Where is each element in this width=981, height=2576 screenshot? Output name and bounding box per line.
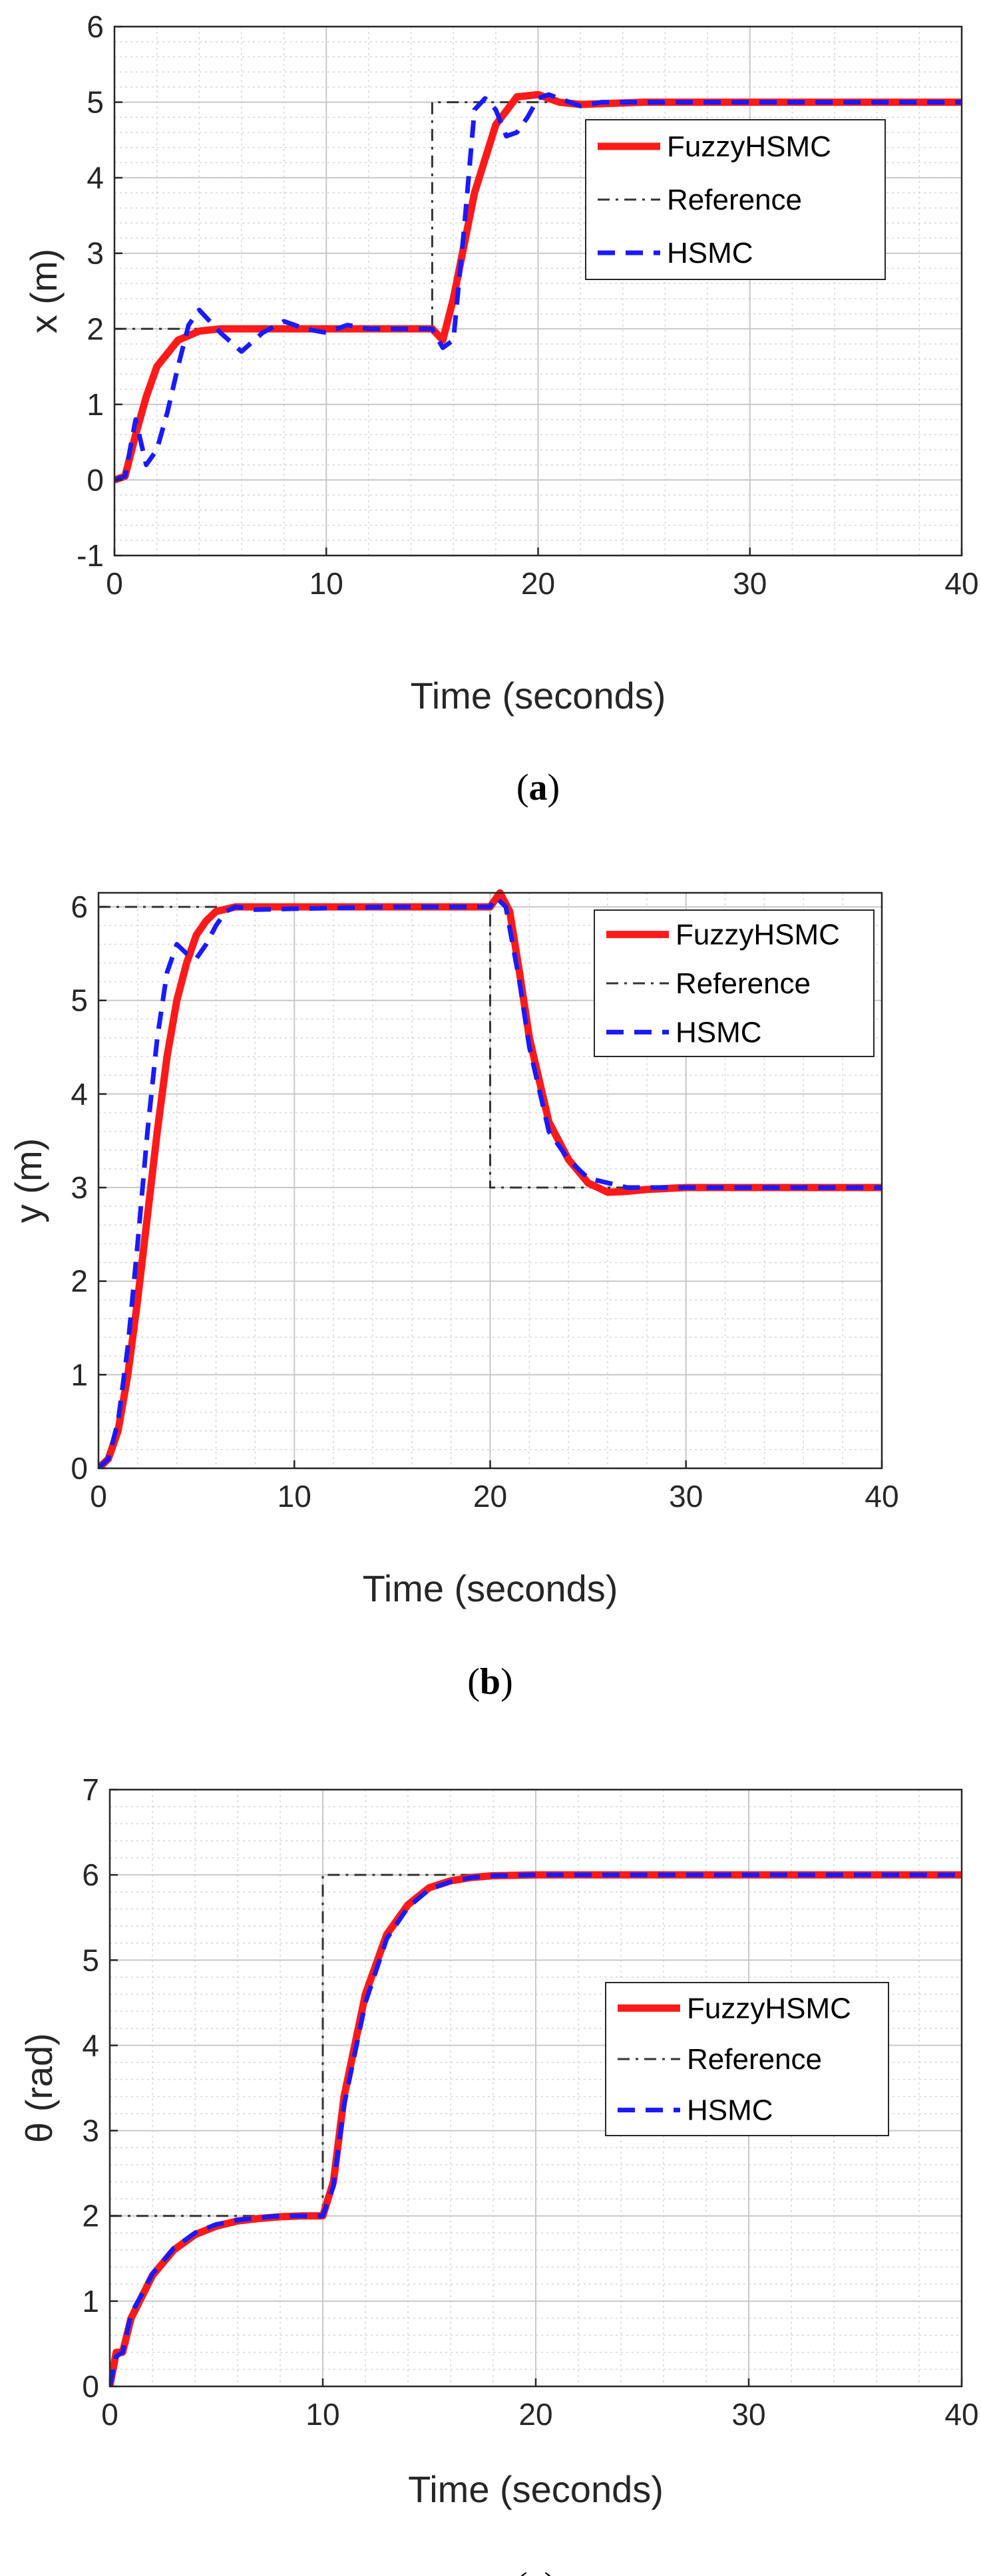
y-axis-label: y (m) [7, 1138, 49, 1223]
y-tick-label: 6 [87, 9, 104, 44]
series-line-hsmc [114, 92, 962, 482]
y-tick-label: 1 [82, 2284, 99, 2319]
legend: FuzzyHSMC Reference HSMC [594, 909, 875, 1057]
series-line-hsmc [98, 895, 882, 1468]
y-tick-label: 6 [82, 1857, 99, 1892]
x-tick-label: 0 [90, 1479, 107, 1514]
panel-caption: (b) [467, 1661, 512, 1702]
series-line-hsmc [110, 1872, 962, 2386]
series-group [110, 1871, 962, 2386]
legend-reference-label: Reference [687, 2043, 822, 2076]
y-tick-label: 3 [71, 1170, 88, 1205]
x-axis-label: Time (seconds) [363, 1567, 618, 1609]
series-line-fuzzyhsmc [98, 889, 882, 1468]
y-axis-label: x (m) [23, 249, 65, 334]
y-tick-label: 3 [82, 2114, 99, 2148]
series-group [98, 889, 882, 1468]
y-tick-label: 7 [82, 1772, 99, 1807]
y-tick-label: 1 [87, 387, 104, 422]
x-axis-label: Time (seconds) [408, 2468, 664, 2510]
x-tick-label: 0 [106, 566, 123, 601]
series-line-reference [110, 1873, 962, 2217]
y-tick-label: 5 [82, 1943, 99, 1977]
panel-caption: (c) [515, 2565, 556, 2576]
legend: FuzzyHSMC Reference HSMC [605, 1982, 889, 2136]
panel-caption: (a) [516, 767, 560, 808]
legend-hsmc-label: HSMC [667, 237, 753, 269]
legend: FuzzyHSMC Reference HSMC [585, 119, 886, 280]
y-tick-label: 5 [71, 983, 88, 1018]
y-tick-label: 1 [71, 1357, 88, 1392]
y-tick-label: 3 [87, 236, 104, 271]
x-tick-label: 10 [278, 1479, 311, 1514]
y-tick-label: 2 [71, 1264, 88, 1299]
legend-hsmc-label: HSMC [676, 1016, 762, 1048]
y-tick-label: 2 [82, 2199, 99, 2233]
legend-fuzzyhsmc-label: FuzzyHSMC [676, 919, 840, 951]
x-tick-label: 40 [944, 566, 978, 601]
legend-reference-label: Reference [667, 184, 802, 216]
x-tick-label: 40 [944, 2397, 978, 2432]
y-tick-label: 0 [87, 462, 104, 497]
x-axis-label: Time (seconds) [411, 675, 666, 717]
x-tick-label: 20 [518, 2397, 552, 2432]
x-tick-label: 30 [731, 2397, 765, 2432]
legend-reference-label: Reference [676, 967, 811, 1000]
x-tick-label: 30 [733, 566, 767, 601]
y-tick-label: 4 [82, 2028, 99, 2062]
x-tick-label: 10 [305, 2397, 339, 2432]
y-tick-label: 4 [87, 160, 104, 195]
y-tick-label: 2 [87, 311, 104, 346]
chart-panel-c: 0 10 20 30 40 0 1 2 3 4 5 6 7 Time (seconds) θ (rad) Fu… [18, 1772, 979, 2576]
x-tick-label: 0 [101, 2397, 118, 2432]
x-tick-label: 20 [521, 566, 555, 601]
x-tick-label: 20 [473, 1479, 507, 1514]
legend-fuzzyhsmc-label: FuzzyHSMC [687, 1992, 851, 2024]
y-tick-label: 0 [71, 1451, 88, 1486]
y-tick-label: 0 [82, 2369, 99, 2404]
y-tick-label: -1 [77, 538, 104, 573]
y-tick-label: 5 [87, 85, 104, 120]
y-axis-label: θ (rad) [18, 2033, 60, 2143]
legend-hsmc-label: HSMC [687, 2094, 773, 2127]
y-tick-label: 6 [71, 889, 88, 924]
x-tick-label: 10 [309, 566, 343, 601]
series-group [114, 90, 962, 484]
x-tick-label: 40 [865, 1479, 898, 1514]
y-tick-label: 4 [71, 1076, 88, 1111]
x-tick-label: 30 [669, 1479, 703, 1514]
chart-panel-b: 0 10 20 30 40 0 1 2 3 4 5 6 Time (seconds) y (m) Fuzzy… [7, 889, 899, 1702]
legend-fuzzyhsmc-label: FuzzyHSMC [667, 130, 831, 163]
